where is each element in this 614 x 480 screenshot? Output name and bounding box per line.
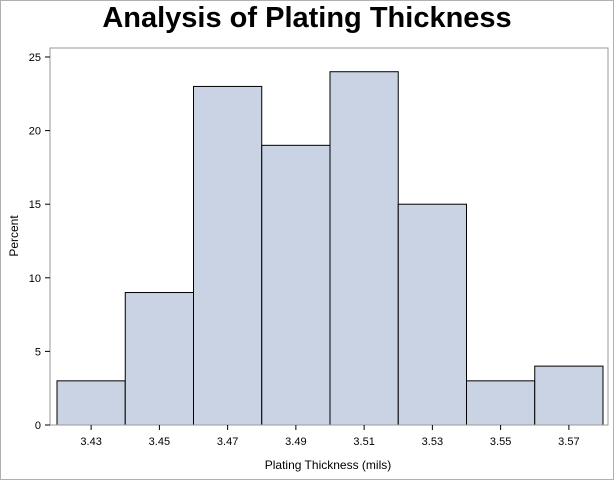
x-tick-label: 3.53: [422, 436, 443, 448]
plot-area: [49, 47, 609, 426]
x-tick-label: 3.45: [149, 436, 170, 448]
x-tick-label: 3.51: [353, 436, 374, 448]
histogram-bar: [534, 365, 604, 426]
x-axis: 3.43 3.45 3.47 3.49 3.51 3.53 3.55 3.57: [80, 425, 580, 448]
y-axis: 0 5 10 15 20 25: [29, 52, 50, 432]
x-tick-label: 3.49: [285, 436, 306, 448]
chart-title: Analysis of Plating Thickness: [102, 2, 511, 34]
histogram-bar: [466, 380, 536, 426]
histogram-bar: [56, 380, 126, 426]
histogram-bar: [124, 292, 194, 426]
x-tick-label: 3.47: [217, 436, 238, 448]
y-tick-label: 5: [35, 346, 41, 358]
y-tick-label: 0: [35, 420, 41, 432]
y-tick-label: 10: [29, 273, 41, 285]
x-tick-label: 3.55: [490, 436, 511, 448]
y-tick-label: 15: [29, 199, 41, 211]
y-tick-label: 25: [29, 52, 41, 64]
histogram-bar: [329, 71, 399, 426]
x-tick-label: 3.57: [558, 436, 579, 448]
bars-group: [56, 71, 604, 426]
histogram-bar: [261, 144, 331, 426]
y-tick-label: 20: [29, 126, 41, 138]
y-axis-label: Percent: [7, 215, 21, 257]
histogram-bar: [397, 203, 467, 426]
x-tick-label: 3.43: [80, 436, 101, 448]
x-axis-label: Plating Thickness (mils): [265, 458, 391, 472]
histogram-bar: [193, 85, 263, 426]
